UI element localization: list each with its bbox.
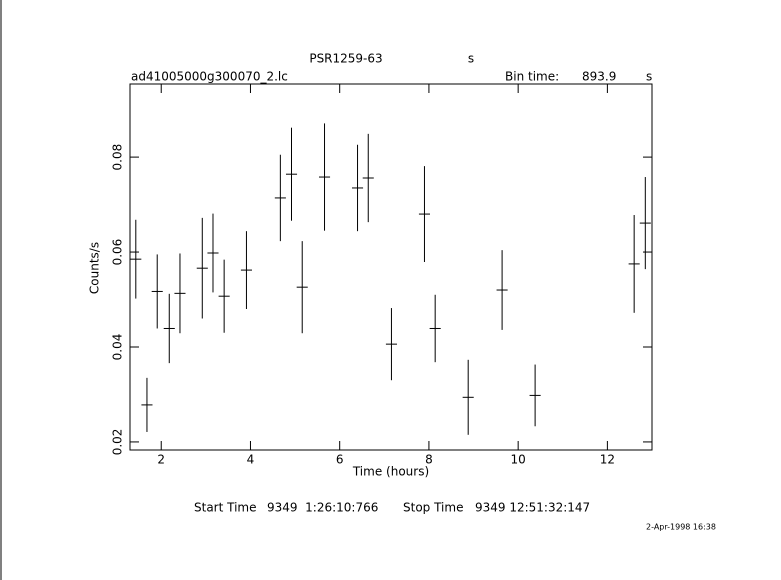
- plot-frame: [129, 83, 653, 451]
- subtitle: ad41005000g300070_2.lc: [131, 70, 288, 84]
- start-time: 9349 1:26:10:766: [267, 501, 378, 515]
- y-tick-label: 0.02: [111, 429, 125, 456]
- stop-time: 9349 12:51:32:147: [475, 501, 590, 515]
- x-tick-label: 2: [157, 453, 165, 467]
- y-axis-label: Counts/s: [88, 242, 102, 294]
- y-tick-label: 0.06: [111, 239, 125, 266]
- x-tick-label: 4: [247, 453, 255, 467]
- stop-time-label: Stop Time: [403, 501, 463, 515]
- x-axis-label: Time (hours): [352, 465, 429, 479]
- y-tick-label: 0.08: [111, 144, 125, 171]
- bin-time: 893.9: [582, 70, 616, 84]
- x-tick-label: 12: [600, 453, 615, 467]
- x-tick-label: 6: [336, 453, 344, 467]
- chart-title: PSR1259-63: [309, 52, 382, 66]
- bin-time-label: Bin time:: [505, 70, 559, 84]
- x-tick-label: 8: [425, 453, 433, 467]
- plot-date: 2-Apr-1998 16:38: [646, 523, 716, 532]
- title-note: s: [468, 52, 474, 66]
- start-time-label: Start Time: [194, 501, 257, 515]
- y-tick-label: 0.04: [111, 334, 125, 361]
- x-tick-label: 10: [511, 453, 526, 467]
- bin-time-unit: s: [646, 70, 652, 84]
